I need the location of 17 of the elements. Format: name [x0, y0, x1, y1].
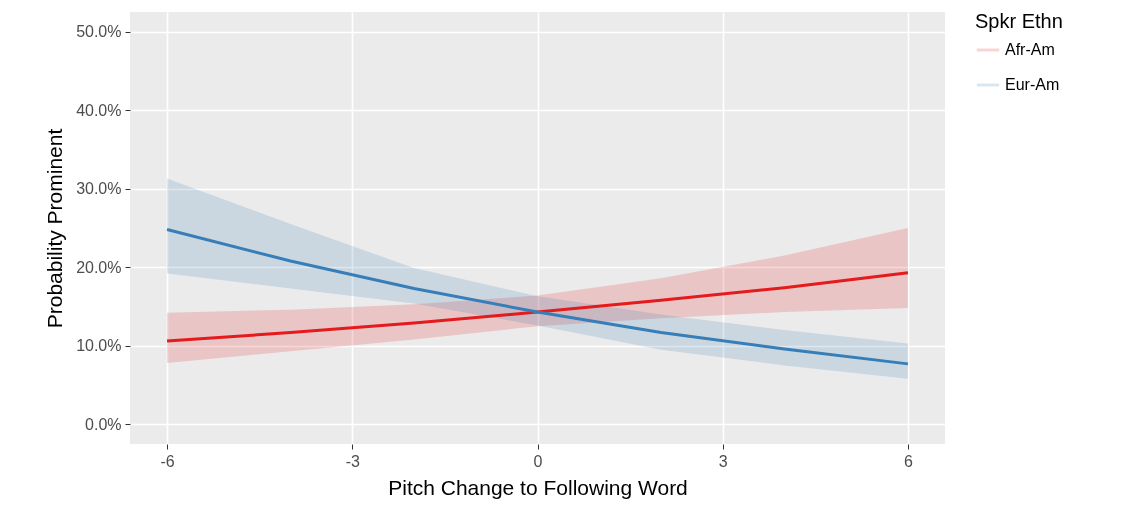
x-tick-label: -6: [160, 452, 175, 470]
y-tick-label: 50.0%: [76, 23, 122, 41]
line-series: [165, 271, 910, 343]
y-tick-label: 0.0%: [85, 415, 122, 433]
legend-label: Eur-Am: [1005, 76, 1060, 93]
legend-title: Spkr Ethn: [975, 10, 1063, 32]
x-tick-label: 3: [718, 452, 728, 470]
legend-label: Afr-Am: [1005, 41, 1055, 58]
y-tick-label: 10.0%: [76, 337, 122, 355]
y-axis-title: Probability Prominent: [43, 128, 67, 329]
x-tick-label: 0: [533, 452, 543, 470]
y-tick-label: 40.0%: [76, 101, 122, 119]
y-tick-label: 20.0%: [76, 258, 122, 276]
x-axis-title: Pitch Change to Following Word: [388, 475, 688, 499]
y-tick-label: 30.0%: [76, 180, 122, 198]
x-tick-label: -3: [345, 452, 360, 470]
x-tick-label: 6: [904, 452, 913, 470]
